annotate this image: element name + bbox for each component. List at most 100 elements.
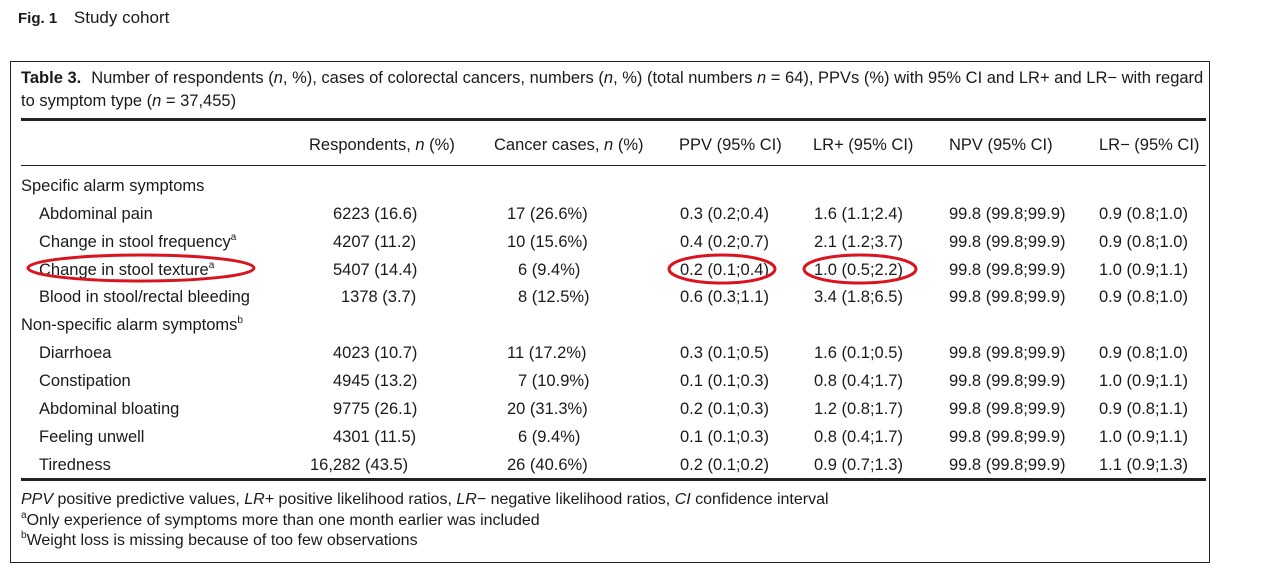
table-top-rule [21, 118, 1206, 121]
cell-lrp: 0.8 (0.4;1.7) [814, 372, 903, 390]
cell-cancer: 10 (15.6%) [507, 233, 588, 251]
footnote-mark: a [230, 232, 237, 243]
row-label: Abdominal bloating [39, 399, 179, 419]
row-label: Feeling unwell [39, 427, 144, 447]
cell-lrp: 1.6 (0.1;0.5) [814, 344, 903, 362]
footnote-text: positive predictive values, [53, 491, 245, 508]
cell-lrp: 1.2 (0.8;1.7) [814, 400, 903, 418]
cell-cancer: 11 (17.2%) [507, 344, 587, 362]
row-label: Diarrhoea [39, 343, 111, 363]
footnote-mark: a [21, 510, 27, 521]
table-bottom-rule [21, 478, 1206, 481]
footnote-text: Only experience of symptoms more than on… [26, 512, 540, 529]
cell-cancer: 6 (9.4%) [518, 261, 581, 279]
row-label: Tiredness [39, 455, 111, 475]
caption-text: , %), cases of colorectal cancers, numbe… [282, 69, 604, 87]
row-label: Constipation [39, 371, 131, 391]
caption-text: = 37,455) [161, 92, 237, 110]
cell-ppv: 0.1 (0.1;0.3) [680, 372, 769, 390]
header-cancer-cases: Cancer cases, n (%) [494, 135, 643, 155]
cell-cancer: 6 (9.4%) [518, 428, 581, 446]
cell-lrp: 0.8 (0.4;1.7) [814, 428, 903, 446]
cell-resp: 16,282 (43.5) [310, 456, 409, 474]
cell-cancer: 8 (12.5%) [518, 288, 590, 306]
row-label: Change in stool frequencya [39, 232, 236, 252]
caption-italic-n: n [152, 92, 162, 110]
cell-lrp: 2.1 (1.2;3.7) [814, 233, 903, 251]
group-label-specific: Specific alarm symptoms [21, 177, 205, 195]
cell-lrp: 1.6 (1.1;2.4) [814, 205, 903, 223]
cell-lrn: 1.0 (0.9;1.1) [1099, 372, 1188, 390]
cell-lrp: 0.9 (0.7;1.3) [814, 456, 903, 474]
cell-resp: 1378 (3.7) [341, 288, 417, 306]
cell-lrn: 1.0 (0.9;1.1) [1099, 428, 1188, 446]
header-italic: n [415, 136, 425, 154]
header-italic: n [604, 136, 614, 154]
cell-lrn: 1.0 (0.9;1.1) [1099, 261, 1188, 279]
row-label-text: Constipation [39, 372, 131, 390]
footnote-mark: a [208, 260, 215, 271]
cell-lrn: 0.9 (0.8;1.0) [1099, 344, 1188, 362]
cell-cancer: 17 (26.6%) [507, 205, 588, 223]
caption-text: , %) (total numbers [613, 69, 758, 87]
caption-italic-n: n [603, 69, 614, 87]
footnote-italic: LR− [456, 491, 487, 508]
row-label-text: Tiredness [39, 456, 111, 474]
header-text: Cancer cases, [494, 136, 605, 154]
row-label-text: Change in stool texture [39, 261, 209, 279]
cell-ppv: 0.2 (0.1;0.4) [680, 261, 769, 279]
cell-ppv: 0.2 (0.1;0.2) [680, 456, 769, 474]
cell-cancer: 7 (10.9%) [518, 372, 590, 390]
figure-label: Fig. 1 [18, 10, 58, 27]
header-npv: NPV (95% CI) [949, 136, 1053, 154]
group-label-text: Non-specific alarm symptoms [21, 316, 238, 334]
cell-ppv: 0.3 (0.1;0.5) [680, 344, 769, 362]
cell-lrn: 0.9 (0.8;1.0) [1099, 205, 1188, 223]
cell-npv: 99.8 (99.8;99.9) [949, 400, 1066, 418]
row-label-text: Abdominal pain [39, 205, 153, 223]
cell-resp: 5407 (14.4) [333, 261, 418, 279]
cell-resp: 4945 (13.2) [333, 372, 418, 390]
row-label-text: Abdominal bloating [39, 400, 180, 418]
cell-resp: 9775 (26.1) [333, 400, 418, 418]
cell-cancer: 26 (40.6%) [507, 456, 588, 474]
cell-resp: 6223 (16.6) [333, 205, 418, 223]
cell-npv: 99.8 (99.8;99.9) [949, 428, 1066, 446]
caption-text: = 64), PPVs (%) with 95% CI and LR+ and … [21, 69, 1204, 110]
footnote-text: Weight loss is missing because of too fe… [26, 532, 418, 549]
row-label: Abdominal pain [39, 204, 153, 224]
cell-lrn: 1.1 (0.9;1.3) [1099, 456, 1188, 474]
footnote-italic: PPV [21, 491, 54, 508]
cell-resp: 4301 (11.5) [333, 428, 417, 446]
caption-italic-n: n [757, 69, 767, 87]
cell-cancer: 20 (31.3%) [507, 400, 588, 418]
header-lr-plus: LR+ (95% CI) [813, 136, 914, 154]
header-respondents: Respondents, n (%) [309, 135, 455, 155]
cell-ppv: 0.4 (0.2;0.7) [680, 233, 769, 251]
header-rule [21, 165, 1206, 166]
row-label-text: Diarrhoea [39, 344, 112, 362]
footnote-mark: b [21, 530, 27, 541]
cell-ppv: 0.2 (0.1;0.3) [680, 400, 769, 418]
cell-npv: 99.8 (99.8;99.9) [949, 456, 1066, 474]
footnote-abbreviations: PPV positive predictive values, LR+ posi… [21, 490, 829, 510]
row-label: Blood in stool/rectal bleeding [39, 287, 250, 307]
header-ppv: PPV (95% CI) [679, 136, 782, 154]
table-panel: Table 3. Number of respondents (n, %), ca… [10, 61, 1210, 563]
caption-text: Number of respondents ( [91, 69, 274, 87]
row-label: Change in stool texturea [39, 260, 214, 280]
cell-lrn: 0.9 (0.8;1.0) [1099, 233, 1188, 251]
cell-npv: 99.8 (99.8;99.9) [949, 344, 1066, 362]
footnote-italic: CI [674, 491, 691, 508]
cell-ppv: 0.3 (0.2;0.4) [680, 205, 769, 223]
header-lr-minus: LR− (95% CI) [1099, 136, 1200, 154]
footnote-italic: LR+ [244, 491, 275, 508]
cell-npv: 99.8 (99.8;99.9) [949, 205, 1066, 223]
cell-lrn: 0.9 (0.8;1.0) [1099, 288, 1188, 306]
footnote-mark: b [237, 315, 243, 326]
cell-npv: 99.8 (99.8;99.9) [949, 233, 1066, 251]
cell-lrn: 0.9 (0.8;1.1) [1099, 400, 1188, 418]
footnote-a: aOnly experience of symptoms more than o… [21, 511, 540, 531]
cell-resp: 4207 (11.2) [333, 233, 417, 251]
cell-lrp: 3.4 (1.8;6.5) [814, 288, 903, 306]
